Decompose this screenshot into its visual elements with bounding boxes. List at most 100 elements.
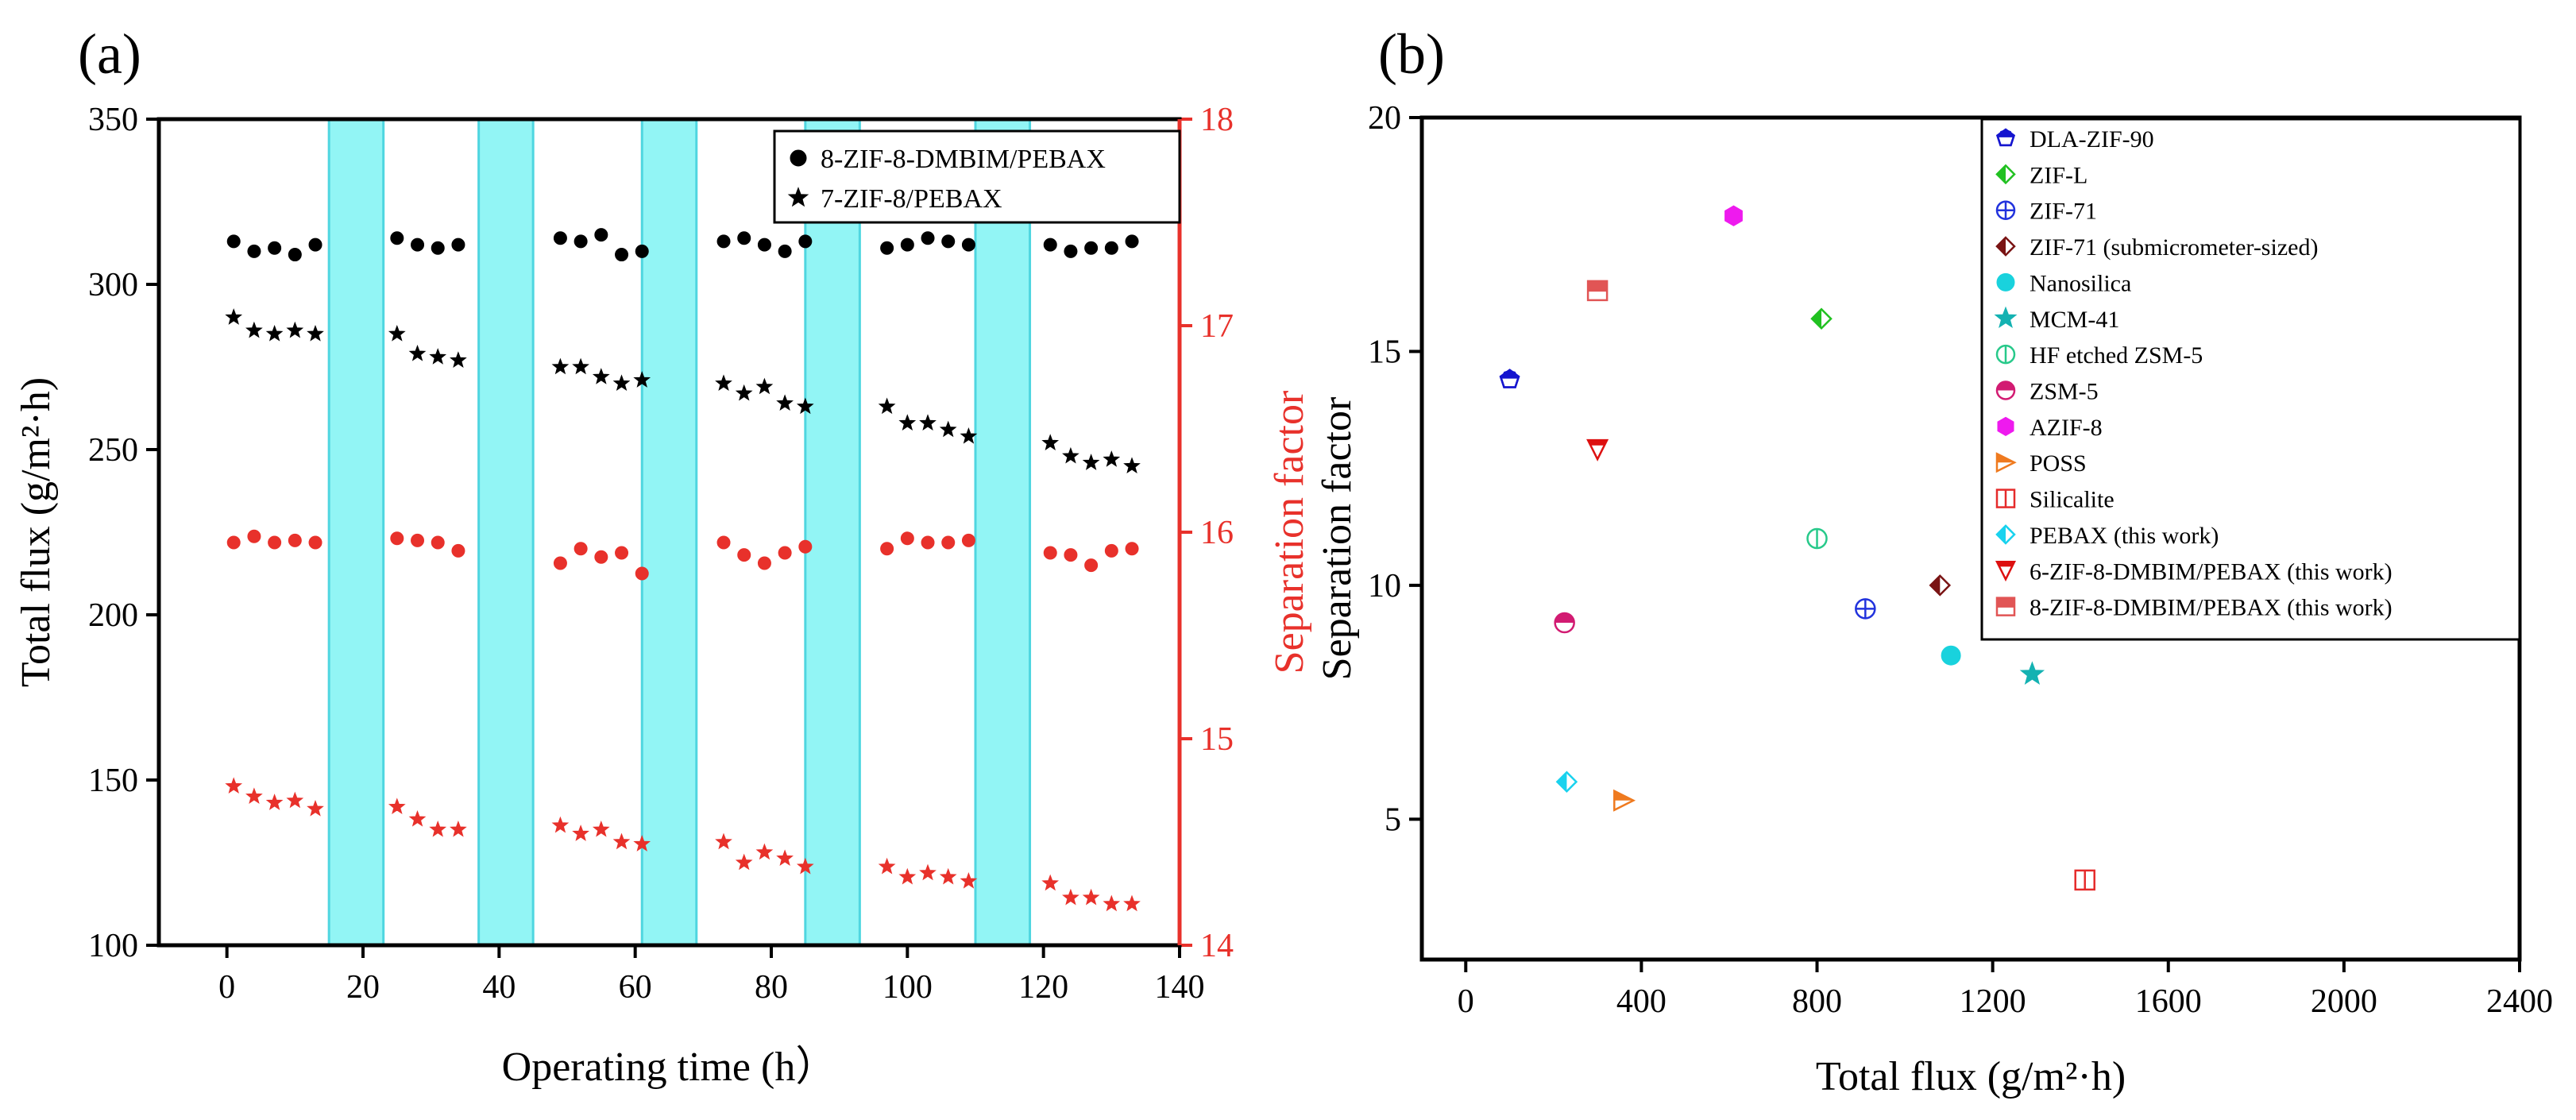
x-tick-label-a-0: 0 — [218, 969, 235, 1006]
legend-box-a — [773, 129, 1181, 224]
point-pebax-this-work — [1555, 770, 1578, 793]
point-7-zif-8-pebax-flux-15 — [735, 384, 753, 401]
point-8-zif-8-dmbim-pebax-sep-6 — [411, 533, 425, 547]
x-tick-label-b-5: 2000 — [2311, 983, 2377, 1020]
legend-entry-pebax-this-work: PEBAX (this work) — [2030, 523, 2219, 549]
legend-marker-dmbim — [790, 149, 807, 167]
point-7-zif-8-pebax-sep-0 — [225, 777, 243, 794]
point-7-zif-8-pebax-sep-3 — [286, 791, 304, 809]
point-8-zif-8-dmbim-pebax-this-work — [1586, 280, 1609, 302]
point-8-zif-8-dmbim-pebax-sep-13 — [635, 566, 649, 581]
x-tick-label-a-3: 60 — [619, 969, 652, 1006]
point-7-zif-8-pebax-flux-22 — [939, 420, 957, 438]
point-7-zif-8-pebax-flux-1 — [245, 321, 263, 338]
point-8-zif-8-dmbim-pebax-flux-14 — [716, 234, 731, 249]
point-7-zif-8-pebax-flux-4 — [307, 324, 324, 342]
point-7-zif-8-pebax-flux-8 — [450, 351, 467, 368]
legend-entry-dmbim: 8-ZIF-8-DMBIM/PEBAX — [821, 145, 1106, 174]
point-8-zif-8-dmbim-pebax-sep-1 — [247, 529, 261, 543]
y-tick-label-b-0: 5 — [1385, 801, 1401, 838]
legend-marker-zsm-5 — [1995, 380, 2016, 400]
x-tick-label-a-4: 80 — [755, 969, 788, 1006]
point-mcm-41 — [2019, 661, 2045, 686]
point-7-zif-8-pebax-flux-25 — [1062, 446, 1079, 464]
point-7-zif-8-pebax-flux-27 — [1103, 450, 1121, 467]
legend-entry-poss: POSS — [2030, 450, 2087, 477]
point-6-zif-8-dmbim-pebax-this-work — [1586, 438, 1609, 462]
point-7-zif-8-pebax-sep-13 — [633, 835, 651, 852]
point-silicalite — [2074, 869, 2095, 891]
data-points-a — [225, 228, 1141, 912]
point-8-zif-8-dmbim-pebax-flux-26 — [1084, 241, 1099, 255]
point-8-zif-8-dmbim-pebax-sep-28 — [1125, 542, 1139, 556]
point-7-zif-8-pebax-sep-28 — [1123, 894, 1141, 912]
point-7-zif-8-pebax-sep-4 — [307, 799, 324, 817]
point-8-zif-8-dmbim-pebax-flux-23 — [961, 238, 975, 252]
axis-ticks-b: 0 400 800 1200 1600 2000 2400 5 10 15 20 — [1368, 100, 2553, 1020]
legend-marker-pebax-this-work — [1995, 524, 2016, 545]
data-points-b — [1499, 205, 2095, 891]
point-8-zif-8-dmbim-pebax-flux-19 — [880, 241, 894, 255]
legend-entry-hf-etched-zsm-5: HF etched ZSM-5 — [2030, 342, 2203, 369]
legend-marker-hf-etched-zsm-5 — [1995, 344, 2016, 365]
point-7-zif-8-pebax-flux-10 — [572, 357, 589, 375]
point-7-zif-8-pebax-sep-24 — [1041, 874, 1060, 891]
point-7-zif-8-pebax-sep-1 — [245, 787, 263, 805]
point-8-zif-8-dmbim-pebax-flux-7 — [431, 241, 445, 255]
shaded-band-0 — [327, 118, 385, 947]
point-8-zif-8-dmbim-pebax-sep-21 — [921, 535, 935, 550]
point-8-zif-8-dmbim-pebax-flux-9 — [553, 231, 567, 245]
point-7-zif-8-pebax-flux-11 — [592, 368, 610, 384]
axis-ticks-a: 0 20 40 60 80 100 120 140 100 150 200 250 300 350 14 15… — [88, 102, 1234, 1006]
point-7-zif-8-pebax-sep-23 — [960, 871, 978, 889]
point-8-zif-8-dmbim-pebax-flux-8 — [451, 238, 465, 252]
y-tick-label-right-2: 16 — [1200, 515, 1234, 551]
point-8-zif-8-dmbim-pebax-flux-6 — [411, 238, 425, 252]
legend-entry-6-zif-8-dmbim-pebax-this-work: 6-ZIF-8-DMBIM/PEBAX (this work) — [2030, 558, 2393, 585]
point-8-zif-8-dmbim-pebax-flux-24 — [1043, 238, 1057, 252]
legend-entry-zsm-5: ZSM-5 — [2030, 379, 2099, 405]
y-tick-label-b-3: 20 — [1368, 100, 1401, 137]
y-tick-label-left-4: 300 — [88, 267, 138, 303]
point-7-zif-8-pebax-sep-27 — [1103, 894, 1121, 912]
y-tick-label-right-4: 18 — [1200, 102, 1234, 138]
legend-a: 8-ZIF-8-DMBIM/PEBAX 7-ZIF-8/PEBAX — [773, 129, 1181, 224]
point-7-zif-8-pebax-sep-21 — [919, 863, 937, 881]
point-poss — [1613, 789, 1636, 812]
point-7-zif-8-pebax-flux-12 — [612, 374, 631, 392]
point-7-zif-8-pebax-sep-19 — [878, 857, 896, 875]
x-tick-label-b-2: 800 — [1792, 983, 1842, 1020]
point-8-zif-8-dmbim-pebax-flux-10 — [574, 234, 588, 249]
legend-marker-poss — [1995, 452, 2017, 473]
x-tick-label-a-1: 20 — [346, 969, 380, 1006]
point-7-zif-8-pebax-flux-18 — [796, 397, 814, 415]
point-7-zif-8-pebax-flux-7 — [429, 348, 447, 365]
point-8-zif-8-dmbim-pebax-sep-17 — [778, 546, 792, 560]
point-7-zif-8-pebax-sep-7 — [429, 820, 447, 837]
legend-entry-silicalite: Silicalite — [2030, 487, 2114, 513]
point-7-zif-8-pebax-flux-2 — [265, 324, 284, 342]
y-tick-label-right-1: 15 — [1200, 721, 1234, 758]
point-7-zif-8-pebax-sep-10 — [572, 825, 589, 841]
point-8-zif-8-dmbim-pebax-flux-2 — [268, 241, 282, 255]
point-7-zif-8-pebax-sep-26 — [1082, 888, 1100, 906]
point-8-zif-8-dmbim-pebax-flux-21 — [921, 231, 935, 245]
legend-marker-mcm-41 — [1994, 306, 2018, 329]
point-8-zif-8-dmbim-pebax-sep-9 — [553, 556, 567, 570]
point-7-zif-8-pebax-sep-25 — [1062, 888, 1079, 906]
panel-label-b: (b) — [1378, 22, 1445, 86]
point-7-zif-8-pebax-flux-20 — [898, 414, 917, 431]
point-7-zif-8-pebax-flux-21 — [919, 414, 937, 431]
point-8-zif-8-dmbim-pebax-sep-0 — [226, 535, 241, 550]
legend-marker-silicalite — [1995, 489, 2016, 508]
point-8-zif-8-dmbim-pebax-flux-15 — [737, 231, 751, 245]
point-zif-l — [1810, 307, 1833, 330]
point-8-zif-8-dmbim-pebax-sep-26 — [1084, 558, 1099, 573]
point-7-zif-8-pebax-flux-24 — [1041, 434, 1060, 450]
point-8-zif-8-dmbim-pebax-flux-4 — [308, 238, 322, 252]
point-8-zif-8-dmbim-pebax-flux-25 — [1064, 244, 1078, 258]
x-tick-label-b-6: 2400 — [2486, 983, 2553, 1020]
chart-a: (a) 0 20 40 60 80 100 120 140 100 150 200 250 300 350… — [14, 22, 1312, 1090]
point-7-zif-8-pebax-sep-6 — [408, 809, 427, 827]
